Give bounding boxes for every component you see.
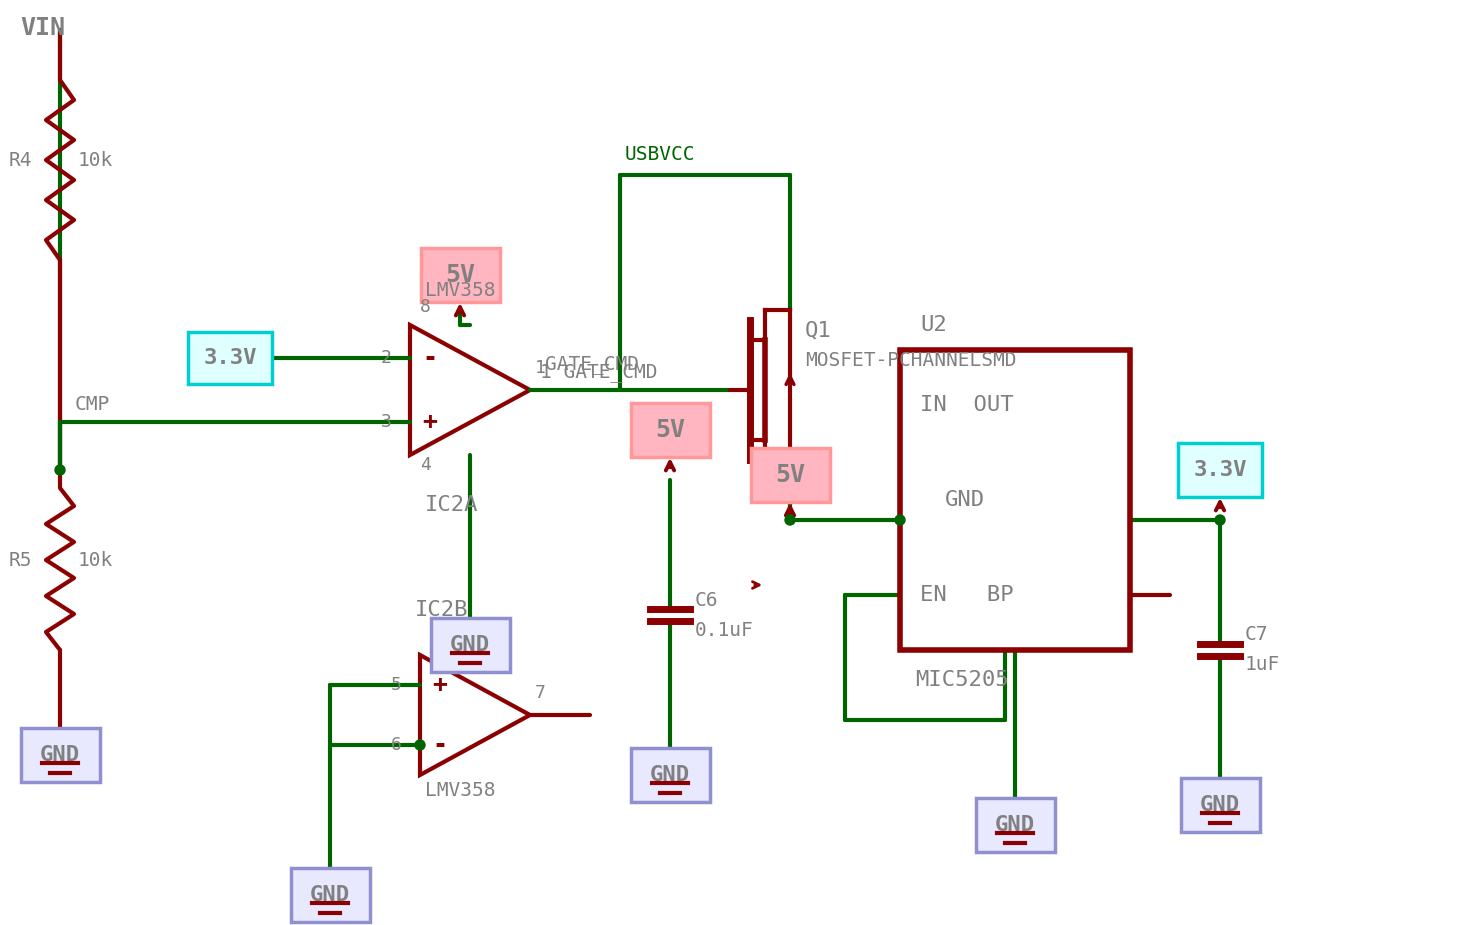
Text: 3.3V: 3.3V (203, 348, 256, 368)
Circle shape (785, 515, 796, 525)
FancyBboxPatch shape (421, 248, 500, 302)
Text: 2: 2 (382, 349, 392, 367)
Text: +: + (431, 673, 447, 697)
Text: GND: GND (450, 635, 490, 655)
Text: Q1: Q1 (806, 320, 832, 340)
Text: GND: GND (650, 765, 691, 785)
Text: GND: GND (946, 490, 985, 510)
Text: GND: GND (310, 885, 350, 905)
Text: -: - (431, 733, 447, 757)
FancyBboxPatch shape (20, 728, 101, 782)
Text: R5: R5 (9, 550, 32, 570)
FancyBboxPatch shape (188, 332, 272, 384)
Text: 5: 5 (390, 676, 402, 694)
Text: 3.3V: 3.3V (1193, 460, 1247, 480)
Text: IN  OUT: IN OUT (919, 395, 1014, 415)
Text: 3: 3 (382, 413, 392, 431)
Text: 0.1uF: 0.1uF (695, 621, 753, 639)
Text: 6: 6 (390, 736, 402, 754)
Text: GND: GND (1201, 795, 1240, 815)
Circle shape (415, 740, 425, 750)
Circle shape (1215, 515, 1225, 525)
Text: 5V: 5V (444, 263, 475, 287)
Text: R4: R4 (9, 151, 32, 169)
FancyBboxPatch shape (291, 868, 370, 922)
Circle shape (895, 515, 905, 525)
FancyBboxPatch shape (1179, 443, 1262, 497)
Text: GATE_CMD: GATE_CMD (545, 355, 640, 375)
Text: 5V: 5V (775, 463, 806, 487)
Text: EN   BP: EN BP (919, 585, 1014, 605)
FancyBboxPatch shape (976, 798, 1055, 852)
Text: LMV358: LMV358 (425, 781, 495, 799)
Text: C6: C6 (695, 590, 718, 610)
FancyBboxPatch shape (750, 448, 830, 502)
Text: CMP: CMP (74, 394, 111, 413)
Text: IC2B: IC2B (415, 600, 469, 620)
FancyBboxPatch shape (631, 748, 710, 802)
Text: +: + (423, 410, 437, 434)
Text: -: - (423, 346, 437, 370)
Text: 10k: 10k (79, 151, 114, 169)
FancyBboxPatch shape (631, 403, 710, 457)
Text: 1 GATE_CMD: 1 GATE_CMD (541, 363, 657, 381)
Text: MOSFET-PCHANNELSMD: MOSFET-PCHANNELSMD (806, 351, 1017, 369)
Bar (900, 350, 1131, 650)
Text: 7: 7 (535, 684, 546, 702)
FancyBboxPatch shape (1182, 778, 1260, 832)
Text: IC2A: IC2A (425, 495, 478, 515)
Text: 1: 1 (535, 359, 546, 377)
Text: MIC5205: MIC5205 (915, 670, 1008, 690)
Text: U2: U2 (919, 315, 947, 335)
Text: VIN: VIN (20, 16, 66, 40)
Text: 5V: 5V (656, 418, 685, 442)
Text: 4: 4 (420, 456, 431, 474)
Circle shape (55, 465, 66, 475)
Text: USBVCC: USBVCC (625, 145, 695, 165)
Text: 1uF: 1uF (1244, 656, 1281, 674)
Text: 10k: 10k (79, 550, 114, 570)
Text: GND: GND (995, 815, 1034, 835)
Text: 8: 8 (420, 298, 431, 316)
FancyBboxPatch shape (431, 618, 510, 672)
Text: LMV358: LMV358 (425, 280, 495, 300)
Text: C7: C7 (1244, 625, 1269, 645)
Text: GND: GND (39, 745, 80, 765)
